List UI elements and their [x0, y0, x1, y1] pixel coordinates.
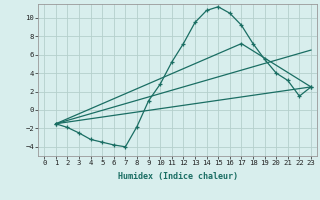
X-axis label: Humidex (Indice chaleur): Humidex (Indice chaleur) [118, 172, 238, 181]
